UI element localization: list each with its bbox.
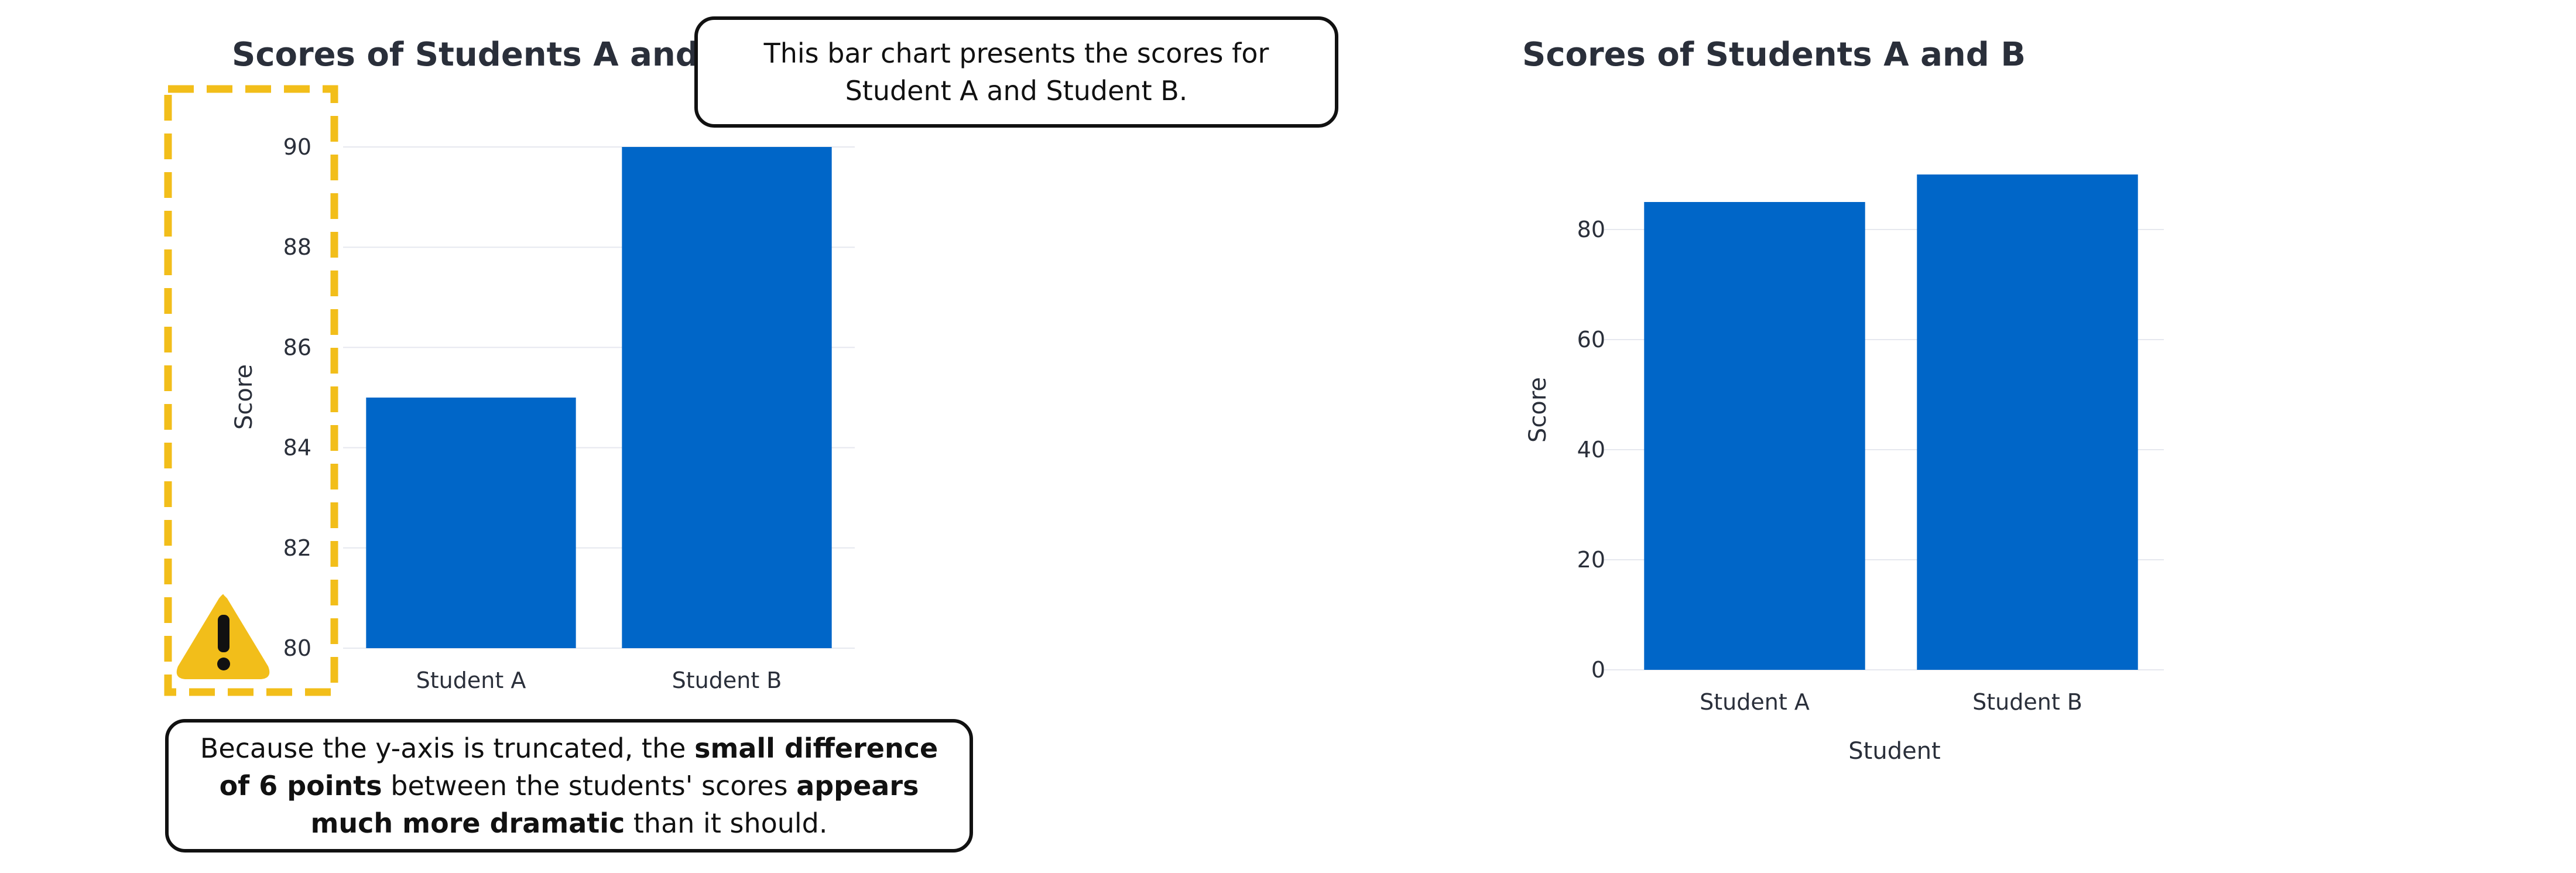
chart-description-callout: This bar chart presents the scores for S… [694,16,1338,128]
callout-text-part: between the students' scores [382,770,797,802]
chart-title: Scores of Students A and B [232,36,735,74]
y-tick-label: 88 [283,234,311,260]
y-tick-label: 0 [1591,657,1605,683]
warning-triangle-icon [176,594,270,679]
callout-text-part: Because the y-axis is truncated, the [200,732,695,764]
x-tick-label: Student A [416,667,526,693]
y-tick-label: 84 [283,435,311,461]
callout-emphasis: small difference of 6 points [219,732,938,802]
bar [1644,202,1865,670]
x-axis-label: Student [1848,738,1940,765]
bar [622,147,832,648]
y-tick-label: 90 [283,134,311,160]
y-axis-label: Score [1525,377,1551,443]
callout-text: Because the y-axis is truncated, the sma… [180,730,958,842]
y-axis-label: Score [231,364,258,430]
x-tick-label: Student B [1972,689,2082,715]
truncated-bar-chart: 80 82 84 86 88 90 Student A Student B Scores o… [164,36,855,696]
callout-text: This bar chart presents the scores for S… [763,37,1269,107]
y-tick-label: 20 [1577,547,1605,573]
x-tick-label: Student A [1700,689,1810,715]
full-axis-bar-chart: 0 20 40 60 80 Student A Student B Scores of S… [1522,36,2164,765]
y-tick-label: 80 [283,635,311,661]
bar [1917,174,2138,670]
truncated-axis-highlight [164,85,338,696]
y-tick-label: 82 [283,535,311,561]
chart-title: Scores of Students A and B [1522,36,2026,74]
y-tick-label: 40 [1577,437,1605,463]
x-tick-label: Student B [672,667,782,693]
bar [366,398,576,648]
truncation-warning-callout: Because the y-axis is truncated, the sma… [165,719,973,853]
y-tick-label: 80 [1577,217,1605,242]
y-tick-label: 86 [283,334,311,360]
callout-text-part: than it should. [625,807,828,839]
y-tick-label: 60 [1577,327,1605,352]
callout-emphasis: appears much more dramatic [310,770,919,839]
